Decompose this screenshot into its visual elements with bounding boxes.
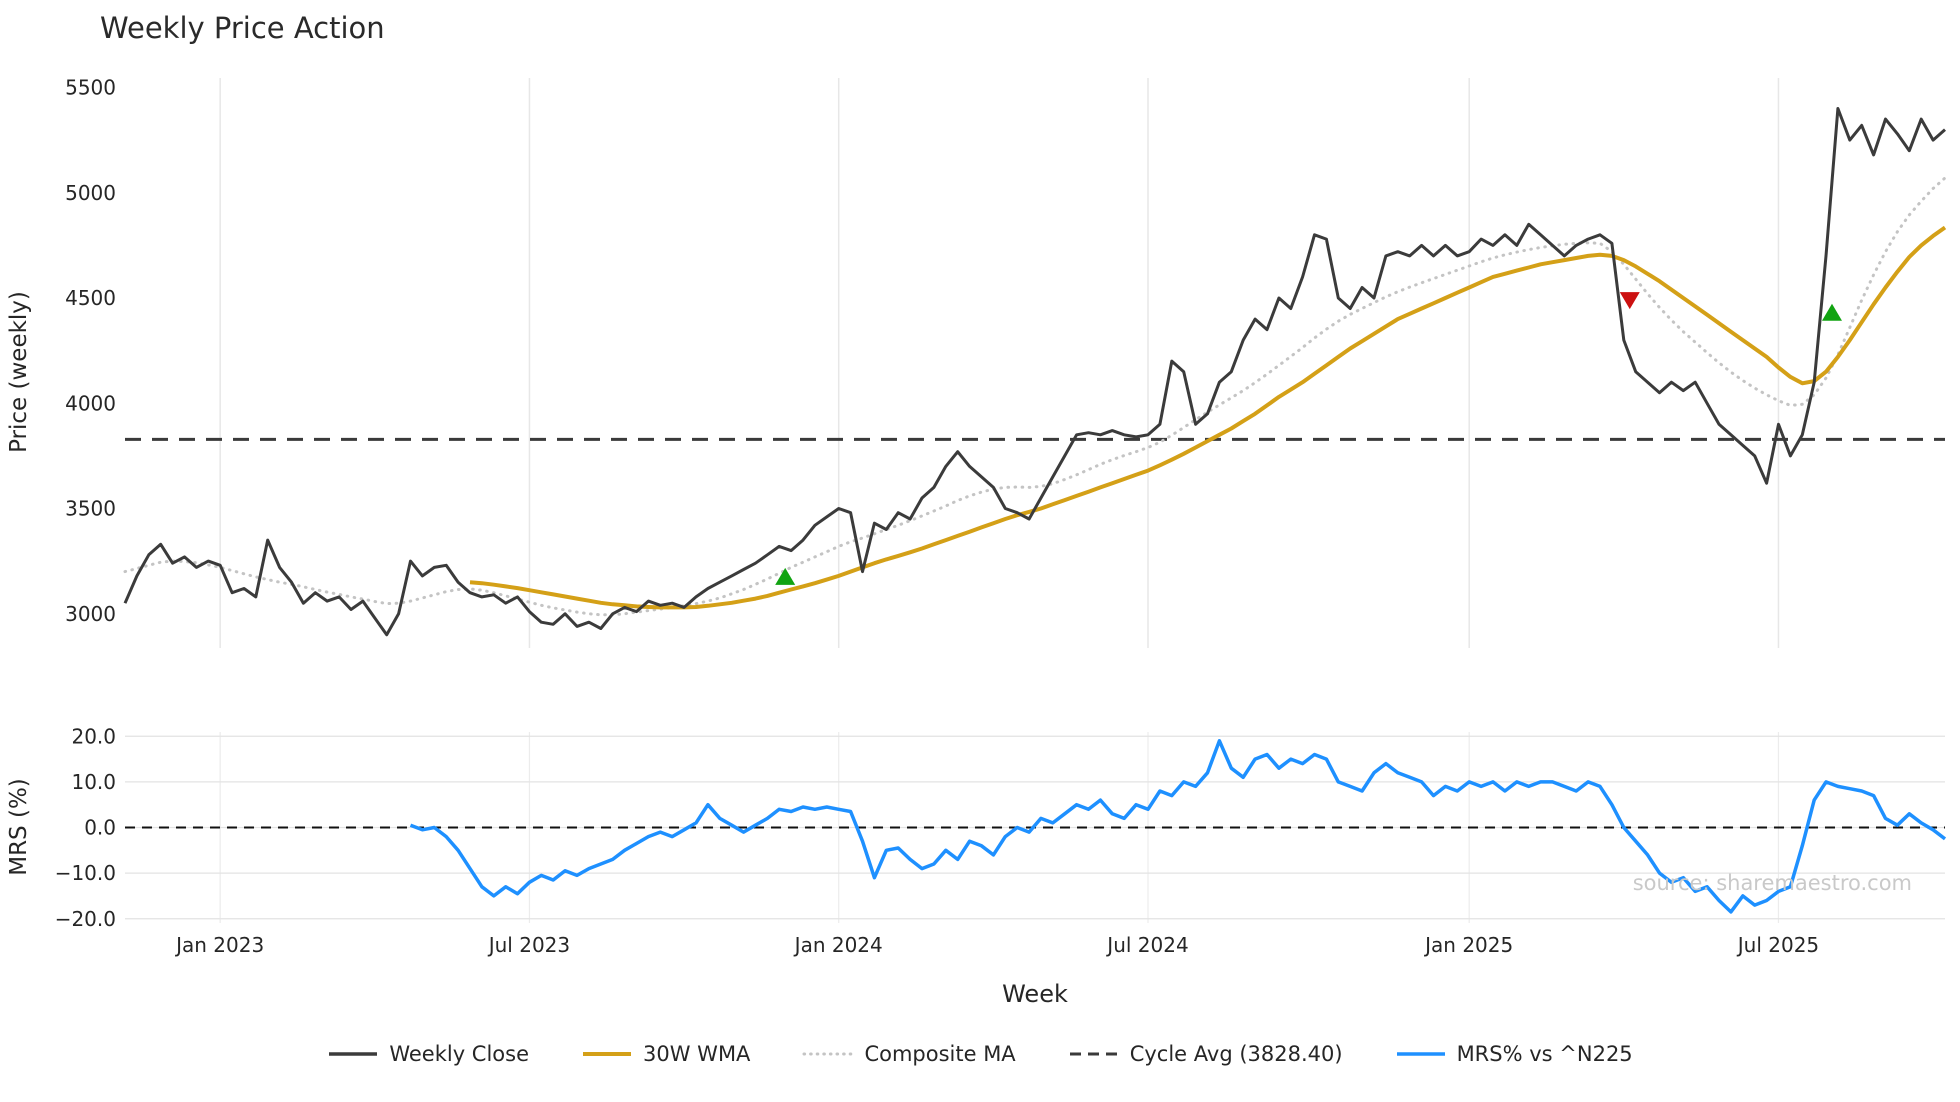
price-tick-label: 5000	[65, 181, 116, 205]
legend-label: Composite MA	[864, 1042, 1016, 1066]
legend-item-weekly-close: Weekly Close	[327, 1042, 529, 1066]
sell-signal-1-marker-icon	[1619, 292, 1640, 310]
x-axis-label: Week	[1002, 980, 1068, 1008]
legend-item-composite-ma: Composite MA	[802, 1042, 1016, 1066]
x-tick-label: Jan 2023	[174, 933, 264, 957]
chart-title: Weekly Price Action	[100, 11, 385, 45]
mrs-tick-label: 20.0	[71, 724, 116, 748]
cycle-avg-3828-40-swatch-icon	[1069, 1052, 1118, 1056]
legend-item-cycle-avg-3828-40: Cycle Avg (3828.40)	[1068, 1042, 1343, 1066]
x-tick-label: Jan 2025	[1423, 933, 1513, 957]
legend-label: Cycle Avg (3828.40)	[1129, 1042, 1343, 1066]
legend-item-30w-wma: 30W WMA	[581, 1042, 750, 1066]
mrs-axis-label: MRS (%)	[6, 778, 32, 876]
legend: Weekly Close 30W WMA Composite MA Cycle Avg…	[0, 1034, 1960, 1074]
price-tick-label: 4000	[65, 391, 116, 415]
mrs-tick-label: −20.0	[55, 907, 116, 931]
mrs-tick-label: −10.0	[55, 861, 116, 885]
x-tick-label: Jan 2024	[793, 933, 883, 957]
legend-label: 30W WMA	[643, 1042, 751, 1066]
mrs-vs-n225-swatch-icon	[1396, 1052, 1445, 1056]
weekly-close-swatch-icon	[329, 1052, 378, 1056]
composite-ma-line	[123, 176, 1947, 617]
mrs-tick-label: 0.0	[84, 816, 116, 840]
30w-wma-line	[469, 225, 1947, 610]
price-tick-label: 3000	[65, 602, 116, 626]
legend-item-mrs-vs-n225: MRS% vs ^N225	[1395, 1042, 1633, 1066]
x-tick-label: Jul 2025	[1736, 933, 1819, 957]
buy-signal-2-marker-icon	[1821, 303, 1842, 321]
weekly-close-line	[123, 107, 1946, 637]
legend-label: Weekly Close	[389, 1042, 530, 1066]
mrs-tick-label: 10.0	[71, 770, 116, 794]
legend-label: MRS% vs ^N225	[1456, 1042, 1633, 1066]
buy-signal-1-marker-icon	[775, 567, 796, 585]
chart-generated-layer: Jan 2023 Jul 2023 Jan 2024 Jul 2024 Jan 2025…	[55, 76, 1947, 957]
composite-ma-swatch-icon	[802, 1052, 854, 1056]
price-tick-label: 3500	[65, 497, 116, 521]
price-tick-label: 4500	[65, 286, 116, 310]
price-tick-label: 5500	[65, 76, 116, 100]
30w-wma-swatch-icon	[583, 1052, 632, 1056]
x-tick-label: Jul 2024	[1105, 933, 1188, 957]
watermark-text: source: sharemaestro.com	[1633, 871, 1912, 895]
price-axis-label: Price (weekly)	[6, 291, 32, 453]
x-tick-label: Jul 2023	[487, 933, 570, 957]
mrs-vs-n225-line	[409, 739, 1947, 914]
